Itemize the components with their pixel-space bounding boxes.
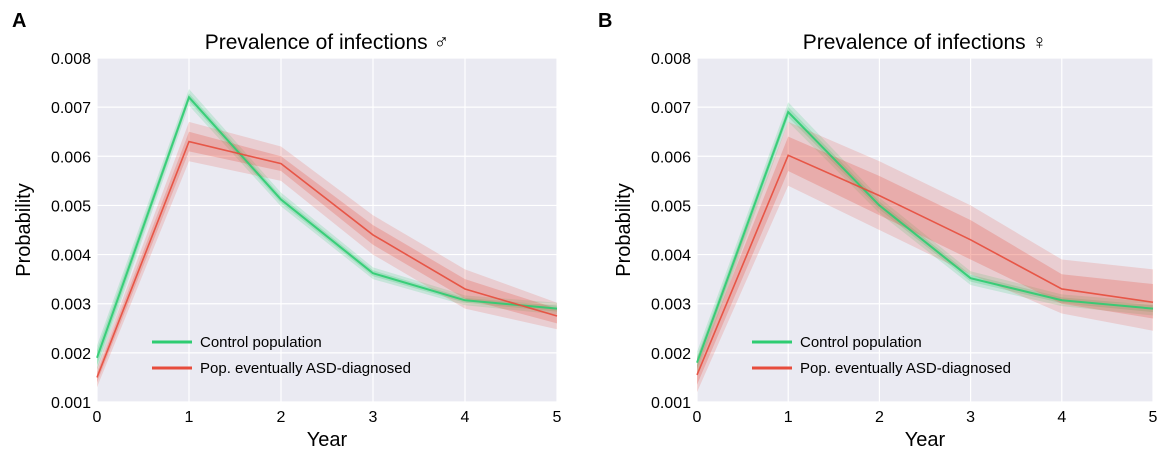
x-tick-label: 1 xyxy=(185,409,194,426)
x-tick-label: 4 xyxy=(1057,409,1066,426)
y-tick-label: 0.008 xyxy=(651,51,691,68)
x-tick-label: 4 xyxy=(461,409,470,426)
chart-title: Prevalence of infections ♀ xyxy=(803,31,1048,54)
x-tick-label: 0 xyxy=(93,409,102,426)
y-axis-label: Probability xyxy=(13,183,35,276)
y-tick-label: 0.001 xyxy=(51,395,91,412)
series-line-asd xyxy=(696,154,1154,376)
x-tick-label: 3 xyxy=(369,409,378,426)
confidence-bands xyxy=(697,102,1153,393)
series-line-control xyxy=(96,95,558,359)
y-tick-label: 0.005 xyxy=(51,198,91,215)
x-tick-labels: 0 1 2 3 4 5 xyxy=(93,409,562,426)
y-tick-label: 0.007 xyxy=(51,100,91,117)
plot-area xyxy=(697,58,1153,402)
series-lines xyxy=(96,95,558,378)
panel-letter: B xyxy=(598,10,612,32)
y-tick-label: 0.003 xyxy=(651,297,691,314)
chart-title: Prevalence of infections ♂ xyxy=(205,31,450,54)
y-tick-labels: 0.001 0.002 0.003 0.004 0.005 0.006 0.007 0.008 xyxy=(51,51,91,412)
legend-label-control: Control population xyxy=(800,334,922,351)
y-tick-label: 0.004 xyxy=(651,248,691,265)
x-axis-label: Year xyxy=(307,429,348,451)
grid xyxy=(696,57,1154,403)
y-tick-label: 0.007 xyxy=(651,100,691,117)
x-tick-label: 2 xyxy=(277,409,286,426)
x-tick-label: 0 xyxy=(693,409,702,426)
series-line-control xyxy=(696,110,1154,364)
y-tick-label: 0.006 xyxy=(51,149,91,166)
legend-label-asd: Pop. eventually ASD-diagnosed xyxy=(800,360,1011,377)
legend-label-asd: Pop. eventually ASD-diagnosed xyxy=(200,360,411,377)
y-axis-label: Probability xyxy=(613,183,635,276)
y-tick-label: 0.006 xyxy=(651,149,691,166)
band-outer-asd xyxy=(697,121,1153,393)
legend: Control population Pop. eventually ASD-d… xyxy=(752,334,1011,377)
y-tick-labels: 0.001 0.002 0.003 0.004 0.005 0.006 0.007 0.008 xyxy=(651,51,691,412)
x-tick-labels: 0 1 2 3 4 5 xyxy=(693,409,1158,426)
y-tick-label: 0.003 xyxy=(51,297,91,314)
x-tick-label: 5 xyxy=(553,409,562,426)
y-tick-label: 0.002 xyxy=(51,346,91,363)
band-outer-control xyxy=(697,102,1153,374)
legend: Control population Pop. eventually ASD-d… xyxy=(152,334,411,377)
grid xyxy=(96,57,558,403)
x-tick-label: 2 xyxy=(875,409,884,426)
series-lines xyxy=(696,110,1154,376)
x-tick-label: 1 xyxy=(784,409,793,426)
x-axis-label: Year xyxy=(905,429,946,451)
y-tick-label: 0.002 xyxy=(651,346,691,363)
y-tick-label: 0.001 xyxy=(651,395,691,412)
y-tick-label: 0.004 xyxy=(51,248,91,265)
x-tick-label: 5 xyxy=(1149,409,1158,426)
panel-letter: A xyxy=(12,10,26,32)
x-tick-label: 3 xyxy=(966,409,975,426)
y-tick-label: 0.005 xyxy=(651,198,691,215)
plot-area xyxy=(97,58,557,402)
y-tick-label: 0.008 xyxy=(51,51,91,68)
legend-label-control: Control population xyxy=(200,334,322,351)
series-line-asd xyxy=(96,140,558,378)
